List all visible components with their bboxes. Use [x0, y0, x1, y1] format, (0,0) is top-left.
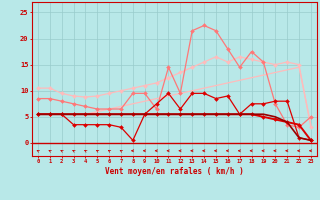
- X-axis label: Vent moyen/en rafales ( km/h ): Vent moyen/en rafales ( km/h ): [105, 167, 244, 176]
